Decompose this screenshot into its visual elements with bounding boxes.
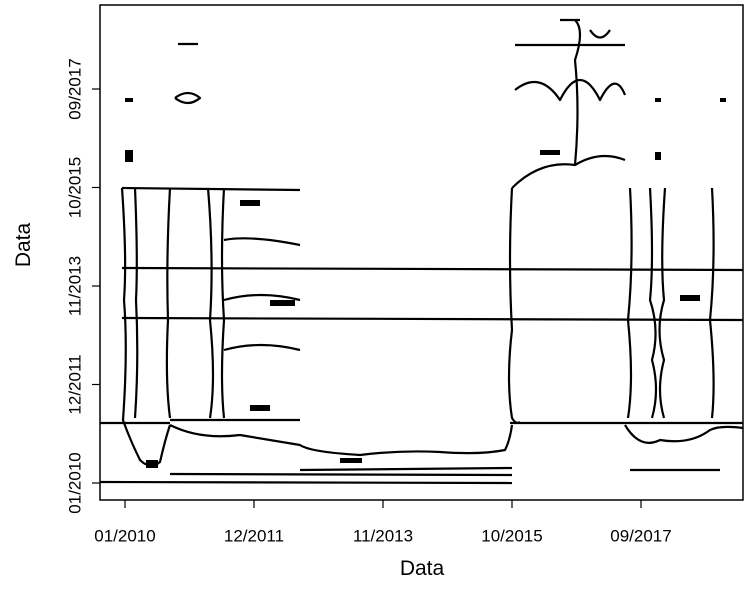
pattern-blob (270, 300, 295, 306)
x-tick-label: 11/2013 (353, 526, 413, 545)
x-tick-label: 10/2015 (481, 526, 542, 545)
recurrence-pattern (99, 18, 744, 485)
pattern-line (121, 186, 301, 192)
pattern-blob (540, 150, 560, 155)
pattern-line (120, 187, 172, 467)
pattern-line (165, 187, 172, 419)
pattern-line (515, 18, 625, 47)
pattern-dots (125, 98, 726, 468)
pattern-line (624, 424, 744, 444)
y-tick-label: 01/2010 (65, 452, 84, 513)
pattern-line (133, 187, 139, 419)
pattern-line (121, 266, 744, 322)
pattern-blob (125, 150, 133, 162)
y-tick-label: 10/2015 (65, 157, 84, 218)
pattern-blob (720, 98, 726, 102)
pattern-line (514, 79, 627, 102)
pattern-line (99, 480, 513, 485)
pattern-line (626, 187, 633, 419)
pattern-blob (340, 458, 362, 463)
pattern-blob (125, 98, 133, 102)
y-tick-label: 11/2013 (65, 256, 84, 316)
x-tick-label: 01/2010 (94, 526, 155, 545)
pattern-line (507, 187, 521, 424)
x-axis-label: Data (400, 557, 445, 580)
pattern-blob (655, 98, 661, 102)
pattern-line (206, 187, 215, 419)
pattern-line (658, 187, 667, 419)
y-axis-label: Data (12, 223, 35, 268)
pattern-blob (240, 200, 260, 206)
x-tick-label: 12/2011 (224, 526, 284, 545)
pattern-line (573, 19, 582, 166)
pattern-blob (250, 405, 270, 411)
x-tick-label: 09/2017 (610, 526, 671, 545)
plot-frame (99, 4, 744, 501)
pattern-line (223, 237, 301, 352)
pattern-line (169, 466, 513, 477)
y-tick-label: 09/2017 (65, 58, 84, 119)
pattern-line (220, 187, 226, 419)
pattern-blob (655, 152, 661, 160)
pattern-line (169, 424, 514, 457)
pattern-line (511, 154, 626, 189)
pattern-blob (146, 460, 158, 468)
pattern-blob (680, 295, 700, 301)
pattern-line (174, 42, 202, 105)
pattern-line (708, 187, 715, 419)
y-tick-label: 12/2011 (65, 354, 84, 414)
pattern-line (648, 187, 658, 419)
